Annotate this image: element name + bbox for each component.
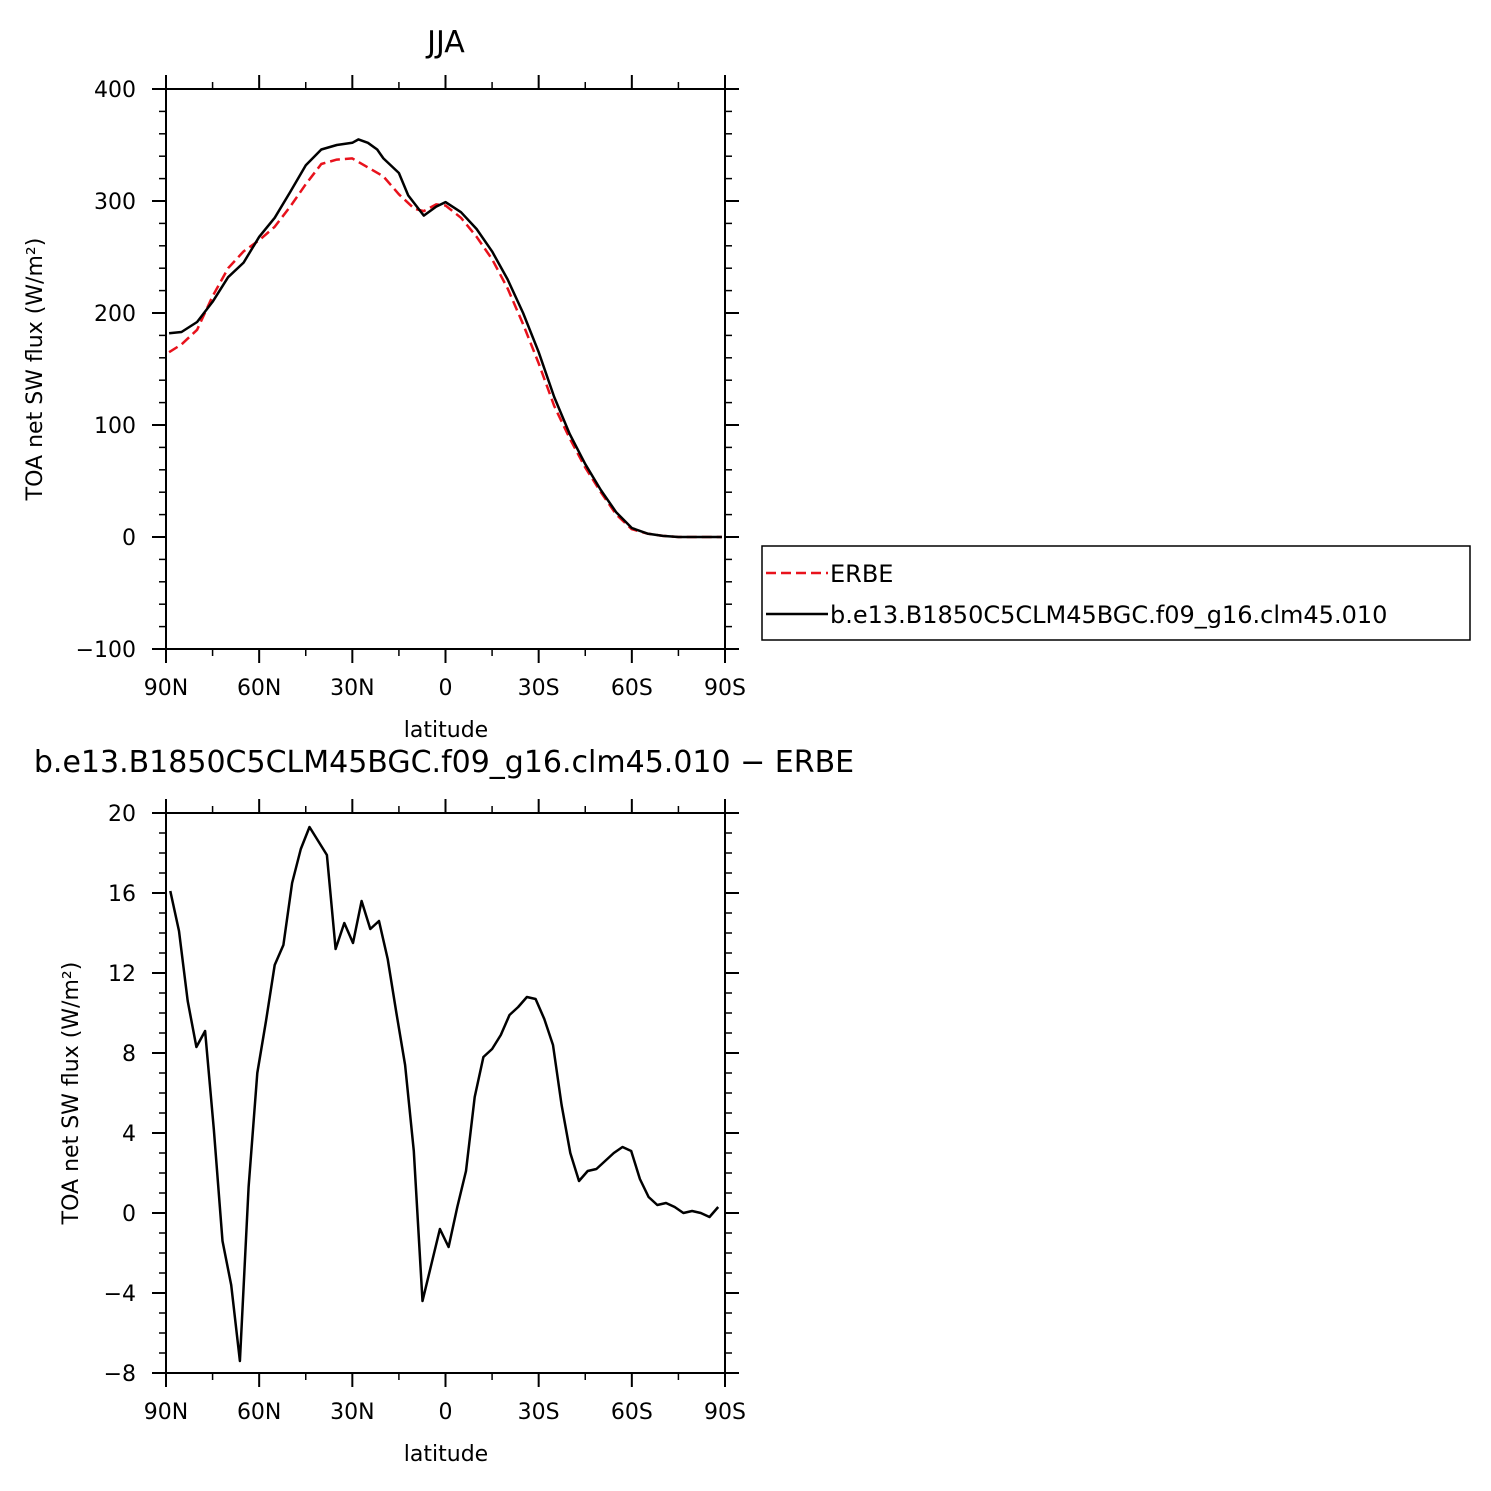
top-y-tick-label: 0 (122, 526, 136, 551)
top-x-tick-label: 90N (144, 676, 188, 701)
bottom-panel: b.e13.B1850C5CLM45BGC.f09_g16.clm45.010 … (34, 745, 854, 1467)
bottom-y-tick-labels: −8 −4 0 4 8 12 16 20 (104, 802, 136, 1387)
bottom-x-tick-label: 30S (518, 1400, 560, 1425)
top-x-tick-label: 90S (704, 676, 746, 701)
bottom-x-tick-labels: 90N 60N 30N 0 30S 60S 90S (144, 1400, 746, 1425)
bottom-x-tick-label: 30N (330, 1400, 374, 1425)
top-x-tick-labels: 90N 60N 30N 0 30S 60S 90S (144, 676, 746, 701)
bottom-x-tick-label: 60N (237, 1400, 281, 1425)
top-y-tick-labels: −100 0 100 200 300 400 (76, 78, 136, 663)
top-y-tick-label: 100 (94, 414, 136, 439)
bottom-x-tick-label: 0 (439, 1400, 453, 1425)
bottom-series-lines (169, 825, 720, 1363)
top-x-tick-label: 30N (330, 676, 374, 701)
top-plot-frame (165, 88, 726, 650)
top-title: JJA (425, 25, 465, 60)
bottom-x-axis-label: latitude (404, 1442, 488, 1467)
bottom-x-tick-label: 90N (144, 1400, 188, 1425)
top-y-tick-label: −100 (76, 638, 136, 663)
bottom-y-tick-label: 12 (108, 962, 136, 987)
top-x-tick-label: 60N (237, 676, 281, 701)
top-series-line-1 (168, 138, 722, 539)
top-x-tick-label: 60S (611, 676, 653, 701)
legend: ERBE b.e13.B1850C5CLM45BGC.f09_g16.clm45… (761, 545, 1471, 641)
legend-label-model: b.e13.B1850C5CLM45BGC.f09_g16.clm45.010 (830, 601, 1387, 629)
bottom-plot-frame (165, 812, 726, 1374)
bottom-x-tick-label: 60S (611, 1400, 653, 1425)
top-series-line-0 (168, 157, 722, 539)
legend-label-erbe: ERBE (830, 560, 893, 588)
top-x-tick-label: 30S (518, 676, 560, 701)
bottom-y-tick-label: −8 (104, 1362, 136, 1387)
top-y-tick-label: 400 (94, 78, 136, 103)
bottom-y-tick-label: 16 (108, 882, 136, 907)
top-y-tick-label: 200 (94, 302, 136, 327)
bottom-y-axis-label: TOA net SW flux (W/m²) (59, 962, 84, 1226)
bottom-series-line-0 (169, 825, 720, 1363)
top-x-axis-label: latitude (404, 718, 488, 743)
top-panel: JJA 90N 60N 30N 0 30S 60S 90S −100 0 100 200 300 40… (23, 25, 746, 743)
bottom-x-tick-label: 90S (704, 1400, 746, 1425)
top-series-lines (168, 138, 722, 539)
bottom-y-tick-label: 4 (122, 1122, 136, 1147)
bottom-y-tick-label: −4 (104, 1282, 136, 1307)
bottom-title: b.e13.B1850C5CLM45BGC.f09_g16.clm45.010 … (34, 745, 854, 780)
bottom-y-tick-label: 20 (108, 802, 136, 827)
top-y-axis-label: TOA net SW flux (W/m²) (23, 238, 48, 502)
top-y-tick-label: 300 (94, 190, 136, 215)
bottom-ticks (152, 799, 739, 1387)
bottom-y-tick-label: 0 (122, 1202, 136, 1227)
top-ticks (152, 75, 739, 663)
bottom-y-tick-label: 8 (122, 1042, 136, 1067)
top-x-tick-label: 0 (439, 676, 453, 701)
legend-box (761, 545, 1471, 641)
